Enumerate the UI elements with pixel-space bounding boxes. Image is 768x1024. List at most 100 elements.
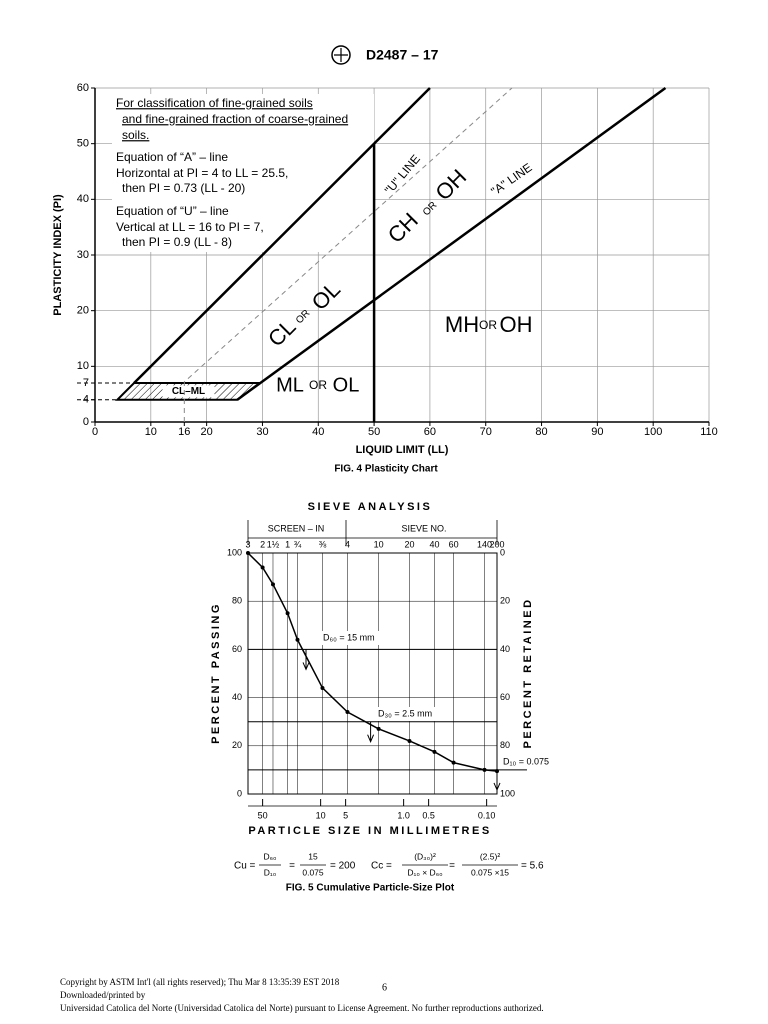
marker-label-bg	[376, 707, 440, 721]
y-tick-label: 60	[232, 644, 242, 654]
note-line: Vertical at LL = 16 to PI = 7,	[116, 220, 264, 234]
x-tick-label: 20	[201, 426, 213, 438]
x-tick-label: 100	[644, 426, 662, 438]
x-tick-label: 60	[424, 426, 436, 438]
point	[345, 710, 350, 715]
x2-tick-label: ⅜	[319, 539, 327, 549]
formula-part: D₁₀ × D₆₀	[407, 867, 443, 877]
y-tick-label: 7	[83, 377, 89, 389]
chart-title: SIEVE ANALYSIS	[308, 501, 433, 513]
note-line: Equation of “U” – line	[116, 204, 229, 218]
zone-label: OR	[421, 200, 439, 218]
y2-tick-label: 80	[500, 740, 510, 750]
point	[432, 749, 437, 754]
y-tick-label: 10	[77, 360, 89, 372]
formula-part: (2.5)²	[480, 851, 500, 861]
line	[133, 87, 431, 384]
point	[495, 769, 499, 774]
x-tick-label: 0.5	[422, 810, 435, 820]
x2-tick-label: 1½	[267, 539, 280, 549]
x-tick-label: 16	[178, 426, 190, 438]
y-tick-label: 30	[77, 249, 89, 261]
formula-part: =	[449, 861, 455, 872]
page-number: 6	[382, 982, 387, 993]
y-tick-label: 80	[232, 596, 242, 606]
y-tick-label: 60	[77, 82, 89, 94]
point	[376, 726, 381, 731]
x-tick-label: 70	[480, 426, 492, 438]
formula-part: = 5.6	[521, 861, 544, 872]
plot-frame	[247, 552, 498, 795]
x2-tick-label: 60	[449, 539, 459, 549]
y-tick-label: 4	[83, 394, 89, 406]
top-group: SIEVE NO.	[401, 523, 446, 533]
x-tick-label: 30	[256, 426, 268, 438]
x2-tick-label: 3	[245, 539, 250, 549]
note-line: then PI = 0.73 (LL - 20)	[122, 181, 245, 195]
point	[320, 685, 325, 690]
marker-arrow	[493, 769, 501, 792]
x-tick-label: 10	[316, 810, 326, 820]
line-label: "A" LINE	[488, 160, 534, 198]
x2-tick-label: 200	[489, 539, 504, 549]
x2-tick-label: 2	[260, 539, 265, 549]
zone-label: MH	[445, 312, 479, 337]
x-tick-label: 40	[312, 426, 324, 438]
y-tick-label: 50	[77, 138, 89, 150]
formula-part: Cc =	[371, 861, 392, 872]
point	[451, 760, 456, 765]
y-tick-label: 20	[232, 740, 242, 750]
formula-part: D₁₀	[264, 867, 277, 877]
point	[285, 611, 290, 616]
x-tick-label: 80	[535, 426, 547, 438]
point	[295, 637, 300, 642]
downloaded: Downloaded/printed by	[60, 990, 146, 1000]
line	[183, 87, 513, 422]
x-tick-label: 50	[368, 426, 380, 438]
y-tick-label: 100	[227, 547, 242, 557]
license: Universidad Catolica del Norte (Universi…	[60, 1003, 544, 1013]
x2-tick-label: 40	[429, 539, 439, 549]
zone-label-bg	[162, 385, 215, 398]
formula-part: Cu =	[234, 861, 256, 872]
notes-background	[112, 94, 374, 252]
note-line: then PI = 0.9 (LL - 8)	[122, 235, 232, 249]
point	[260, 565, 265, 570]
point	[270, 582, 275, 587]
formula-part: 0.075	[302, 867, 324, 877]
marker-label-bg	[501, 755, 559, 769]
x2-tick-label: 140	[477, 539, 492, 549]
note-line: Equation of “A” – line	[116, 150, 228, 164]
caption: FIG. 4 Plasticity Chart	[334, 464, 438, 475]
zone-label: CH	[383, 208, 423, 248]
zone-label: OR	[309, 378, 327, 392]
line	[236, 86, 667, 401]
y2-tick-label: 60	[500, 692, 510, 702]
y2-tick-label: 0	[500, 547, 505, 557]
marker-label: D₆₀ = 15 mm	[323, 632, 375, 642]
zone-label: ML	[276, 374, 304, 396]
y-tick-label: 0	[237, 788, 242, 798]
group-bracket	[247, 520, 498, 545]
x2-tick-label: 20	[404, 539, 414, 549]
designation: D2487 – 17	[366, 47, 439, 63]
x-axis-label: PARTICLE SIZE IN MILLIMETRES	[248, 825, 491, 837]
note-line: Horizontal at PI = 4 to LL = 25.5,	[116, 166, 288, 180]
formula-part: 15	[308, 851, 318, 861]
y2-tick-label: 100	[500, 788, 515, 798]
y-tick-label: 20	[77, 305, 89, 317]
formula-part: 0.075 ×15	[471, 867, 509, 877]
top-group: SCREEN – IN	[268, 523, 325, 533]
y-axis-label: PERCENT PASSING	[210, 602, 222, 744]
x-axis-label: LIQUID LIMIT (LL)	[356, 444, 449, 456]
x-tick-label: 50	[258, 810, 268, 820]
y-tick-label: 40	[77, 193, 89, 205]
x-tick-label: 0.10	[478, 810, 496, 820]
marker-label: D₁₀ = 0.075	[503, 756, 549, 766]
zone-label: OR	[479, 318, 497, 332]
x2-tick-label: 1	[285, 539, 290, 549]
formula-part: (D₃₀)²	[414, 851, 436, 861]
y2-tick-label: 40	[500, 644, 510, 654]
formula-part: = 200	[330, 861, 356, 872]
